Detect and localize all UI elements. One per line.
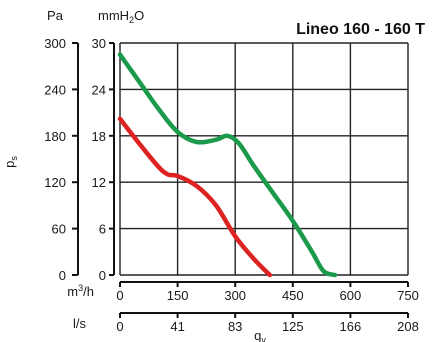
mmh2o-tick-label: 24: [92, 82, 106, 97]
series-layer: [117, 52, 338, 278]
y-axis-label-main: p: [2, 161, 17, 168]
unit-ls: l/s: [73, 316, 87, 331]
pa-tick-label: 300: [44, 36, 66, 51]
m3h-tick-label: 300: [224, 288, 246, 303]
mmh2o-tick-label: 6: [99, 222, 106, 237]
mmh2o-tick-label: 0: [99, 268, 106, 283]
ls-tick-label: 166: [340, 319, 362, 334]
unit-m3h-main: m: [67, 284, 78, 299]
pa-tick-label: 0: [59, 268, 66, 283]
x-axis-label-sub: v: [261, 335, 266, 342]
ls-tick-label: 41: [170, 319, 184, 334]
unit-m3h: m3/h: [67, 283, 94, 299]
m3h-tick-label: 600: [340, 288, 362, 303]
ls-tick-label: 208: [397, 319, 419, 334]
labels: Lineo 160 - 160 T Pa mmH2O ps m3/h l/s q…: [2, 8, 425, 342]
unit-mmh2o-main: mmH: [98, 8, 129, 23]
axes: [72, 42, 409, 318]
pa-tick-label: 120: [44, 175, 66, 190]
pa-tick-label: 240: [44, 82, 66, 97]
ls-tick-label: 125: [282, 319, 304, 334]
y-axis-label: ps: [2, 156, 19, 168]
x-axis-label-main: q: [254, 328, 261, 342]
y-axis-label-sub: s: [9, 156, 19, 161]
chart-title: Lineo 160 - 160 T: [296, 21, 425, 38]
unit-mmh2o: mmH2O: [98, 8, 144, 25]
series-line-1: [117, 52, 338, 278]
unit-m3h-end: /h: [83, 284, 94, 299]
ls-tick-label: 0: [116, 319, 123, 334]
m3h-tick-label: 450: [282, 288, 304, 303]
pa-tick-label: 180: [44, 129, 66, 144]
unit-pa: Pa: [47, 8, 64, 23]
m3h-tick-label: 150: [167, 288, 189, 303]
mmh2o-tick-label: 12: [92, 175, 106, 190]
unit-mmh2o-sub: 2: [129, 15, 134, 25]
mmh2o-tick-label: 30: [92, 36, 106, 51]
x-axis-label: qv: [254, 328, 266, 342]
grid: [119, 42, 409, 276]
m3h-tick-label: 0: [116, 288, 123, 303]
series-line-2: [117, 116, 273, 278]
m3h-tick-label: 750: [397, 288, 419, 303]
mmh2o-tick-label: 18: [92, 129, 106, 144]
ls-tick-label: 83: [228, 319, 242, 334]
unit-mmh2o-end: O: [134, 8, 144, 23]
unit-m3h-sup: 3: [78, 283, 83, 293]
pa-tick-label: 60: [52, 222, 66, 237]
